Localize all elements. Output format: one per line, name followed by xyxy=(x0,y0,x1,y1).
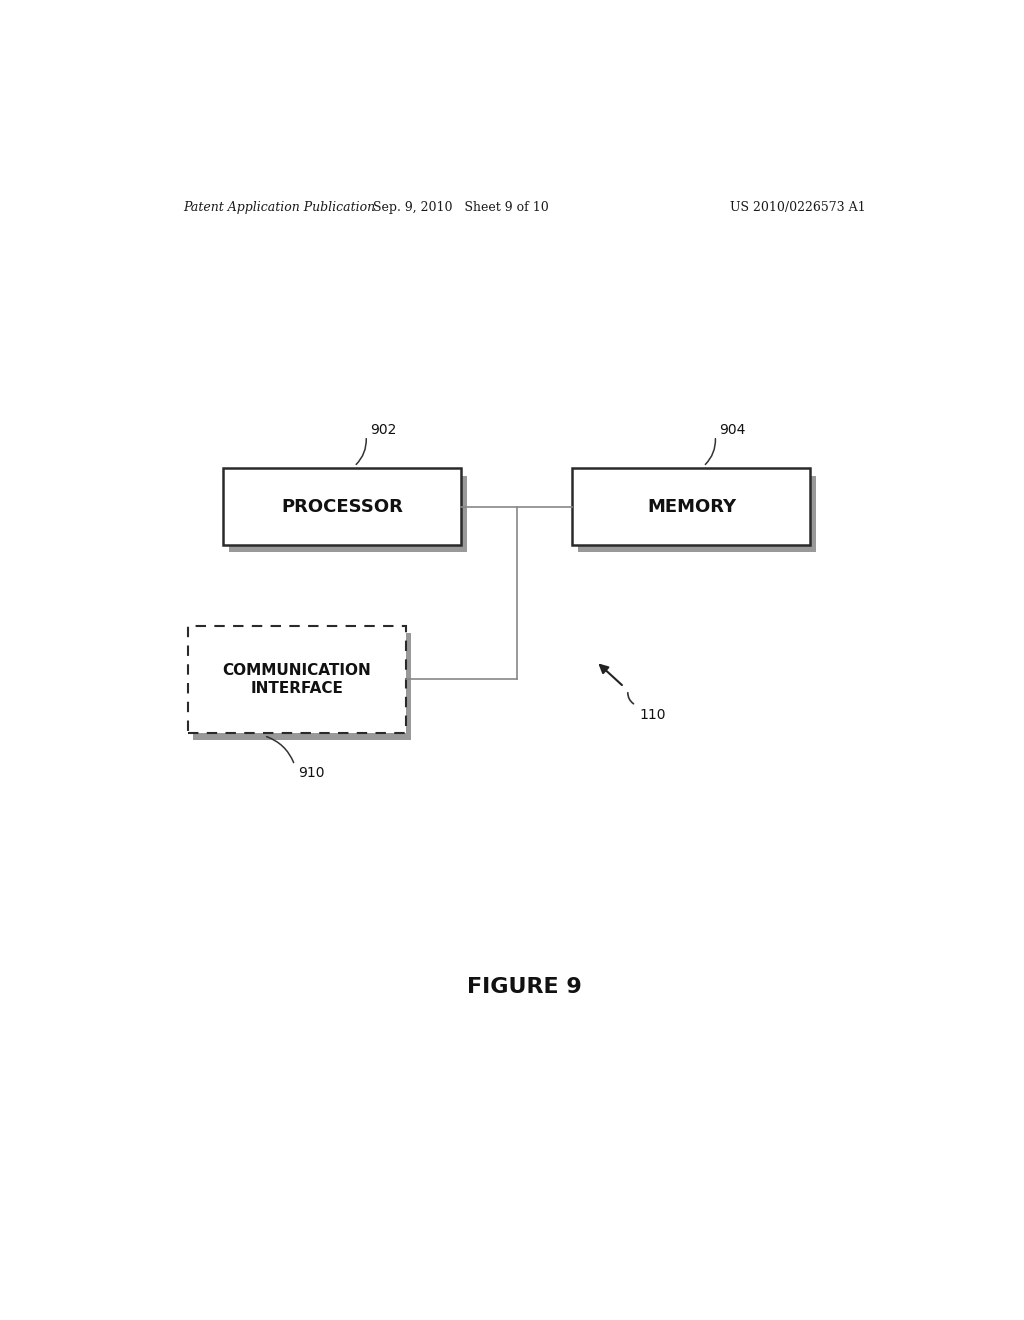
Text: 902: 902 xyxy=(370,422,396,437)
Text: Sep. 9, 2010   Sheet 9 of 10: Sep. 9, 2010 Sheet 9 of 10 xyxy=(374,201,549,214)
Text: 910: 910 xyxy=(299,767,326,780)
FancyArrowPatch shape xyxy=(628,693,634,704)
Bar xyxy=(223,469,461,545)
Bar xyxy=(228,475,467,552)
FancyArrowPatch shape xyxy=(706,438,716,465)
FancyArrowPatch shape xyxy=(266,737,294,763)
Text: 904: 904 xyxy=(719,422,745,437)
Bar xyxy=(187,626,406,733)
Text: COMMUNICATION
INTERFACE: COMMUNICATION INTERFACE xyxy=(222,663,371,696)
Text: 110: 110 xyxy=(640,709,667,722)
Text: PROCESSOR: PROCESSOR xyxy=(282,498,403,516)
Bar xyxy=(572,469,811,545)
FancyArrowPatch shape xyxy=(356,438,367,465)
Text: US 2010/0226573 A1: US 2010/0226573 A1 xyxy=(730,201,866,214)
Bar xyxy=(194,634,412,739)
Text: FIGURE 9: FIGURE 9 xyxy=(467,977,583,997)
Text: Patent Application Publication: Patent Application Publication xyxy=(183,201,376,214)
Text: MEMORY: MEMORY xyxy=(647,498,736,516)
Bar xyxy=(578,475,816,552)
